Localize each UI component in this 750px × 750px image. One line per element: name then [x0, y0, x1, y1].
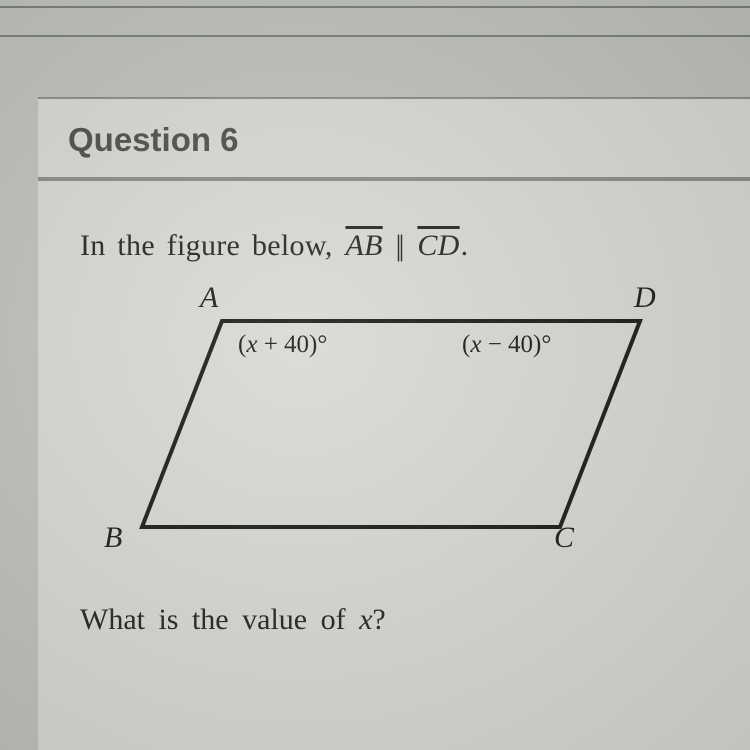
angle-d-rest: − 40)° — [481, 331, 551, 358]
prompt-prefix: What is the value of — [80, 603, 359, 636]
segment-ab: AB — [344, 229, 383, 262]
stem-prefix: In the figure below, — [80, 229, 344, 262]
question-header: Question 6 — [38, 97, 750, 179]
segment-cd: CD — [416, 229, 460, 262]
divider-top-2 — [0, 35, 750, 37]
parallelogram-figure: A D B C (x + 40)° (x − 40)° — [110, 291, 670, 571]
vertex-b: B — [104, 521, 122, 555]
question-content: In the figure below, AB || CD. A D B C (… — [38, 179, 750, 750]
prompt-var: x — [359, 603, 372, 636]
angle-a-label: (x + 40)° — [238, 331, 327, 359]
divider-top-1 — [0, 6, 750, 8]
question-prompt: What is the value of x? — [80, 603, 720, 637]
parallelogram-svg — [110, 291, 670, 571]
parallel-symbol: || — [396, 229, 402, 263]
angle-d-label: (x − 40)° — [462, 331, 551, 359]
question-number: Question 6 — [68, 121, 720, 159]
vertex-c: C — [554, 521, 574, 555]
question-stem: In the figure below, AB || CD. — [80, 229, 720, 263]
parallelogram-shape — [142, 321, 640, 527]
angle-d-var: x — [470, 331, 481, 358]
angle-a-rest: + 40)° — [257, 331, 327, 358]
prompt-suffix: ? — [372, 603, 385, 636]
angle-a-var: x — [246, 331, 257, 358]
vertex-a: A — [200, 281, 218, 315]
stem-suffix: . — [461, 229, 469, 262]
vertex-d: D — [634, 281, 656, 315]
